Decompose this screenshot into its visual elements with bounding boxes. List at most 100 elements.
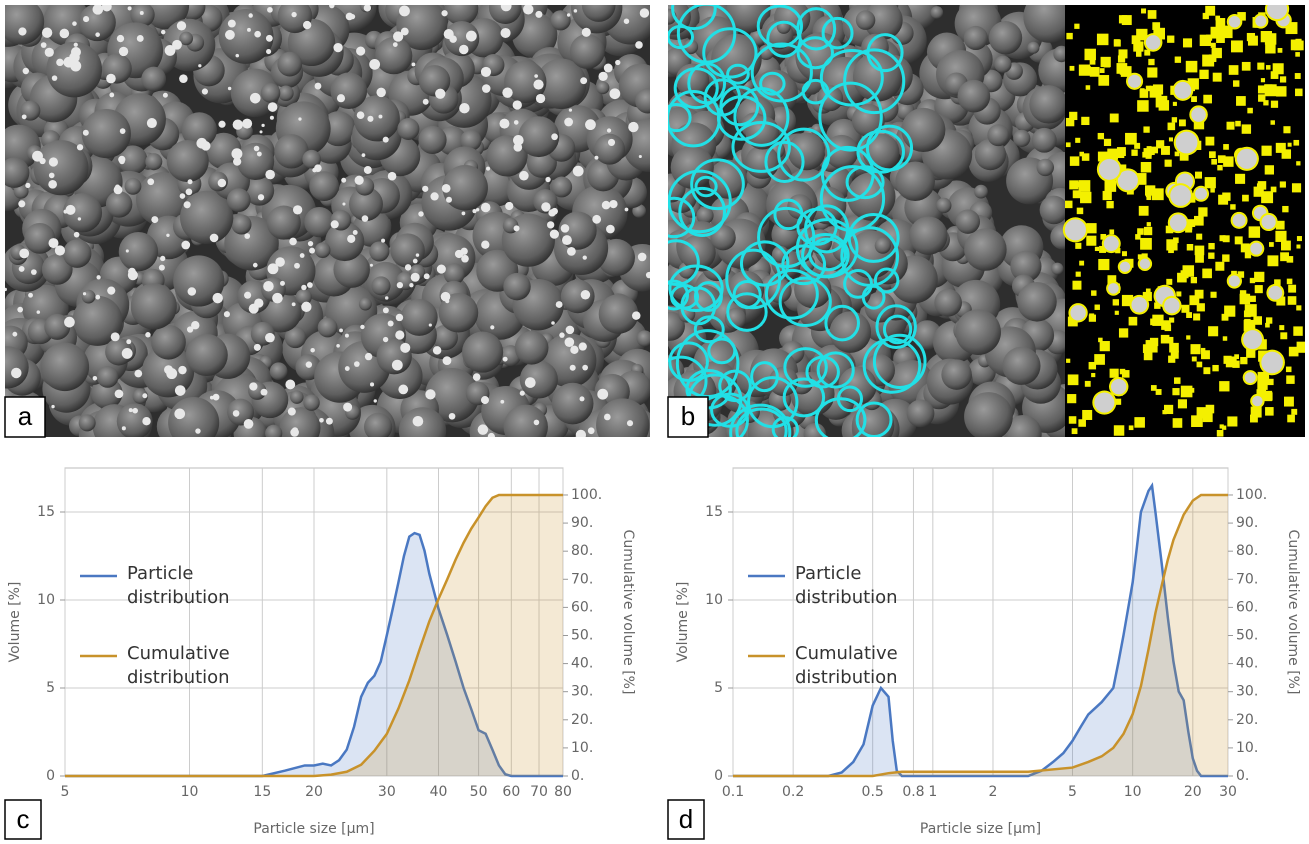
y2-tick-label: 20. (1236, 712, 1258, 728)
satellite (42, 28, 52, 38)
satellite (604, 414, 611, 421)
satellite (569, 109, 572, 112)
satellite (354, 361, 360, 367)
particle (596, 398, 649, 451)
satellite (418, 211, 423, 216)
satellite (201, 141, 210, 150)
satellite (627, 420, 633, 426)
satellite-mask (1211, 159, 1217, 165)
satellite (481, 203, 491, 213)
satellite (488, 433, 495, 440)
satellite (523, 4, 533, 14)
satellite (1128, 75, 1141, 88)
y-tick-label: 10 (37, 592, 55, 608)
y-tick-label: 15 (37, 504, 55, 520)
satellite-mask (1141, 162, 1151, 172)
satellite (608, 139, 615, 146)
particle (596, 81, 609, 94)
satellite-mask (1192, 357, 1197, 362)
satellite-mask (1233, 80, 1239, 86)
satellite (604, 64, 613, 73)
satellite-mask (1291, 409, 1297, 415)
x-tick-label: 40 (430, 784, 448, 800)
satellite (93, 4, 104, 15)
satellite-mask (1235, 121, 1241, 127)
satellite (275, 257, 285, 267)
satellite (248, 13, 252, 17)
satellite-mask (1070, 156, 1079, 165)
satellite-mask (1095, 305, 1100, 310)
satellite-mask (1066, 359, 1070, 363)
satellite-mask (1271, 120, 1275, 124)
satellite (639, 155, 642, 158)
satellite-mask (1144, 227, 1152, 235)
satellite (565, 337, 575, 347)
satellite (503, 357, 508, 362)
y2-tick-label: 10. (571, 740, 593, 756)
satellite (393, 31, 403, 41)
satellite-mask (1288, 285, 1296, 293)
legend-label: Cumulative distribution (127, 642, 272, 690)
satellite (307, 282, 313, 288)
satellite-mask (1172, 117, 1177, 122)
satellite-mask (1137, 228, 1144, 235)
satellite-mask (1232, 361, 1239, 368)
satellite-mask (1266, 317, 1272, 323)
y2-tick-label: 70. (1236, 571, 1258, 587)
satellite-mask (1278, 48, 1283, 53)
satellite (268, 102, 278, 112)
satellite (1108, 283, 1119, 294)
satellite (423, 99, 429, 105)
satellite-mask (1110, 114, 1119, 123)
satellite (632, 311, 641, 320)
satellite (289, 238, 297, 246)
satellite-mask (1191, 96, 1197, 102)
satellite-mask (1223, 29, 1232, 38)
satellite-mask (1223, 144, 1229, 150)
particle (637, 330, 653, 346)
satellite (198, 64, 201, 67)
satellite-mask (1114, 40, 1121, 47)
satellite (225, 30, 235, 40)
y-tick-label: 0 (46, 768, 55, 784)
x-tick-label: 0.5 (862, 784, 884, 800)
particle (0, 157, 29, 187)
satellite-mask (1172, 388, 1179, 395)
satellite (490, 325, 494, 329)
satellite (595, 156, 599, 160)
satellite (606, 225, 615, 234)
satellite-mask (1110, 369, 1119, 378)
satellite-mask (1147, 67, 1157, 77)
satellite (261, 124, 264, 127)
satellite (126, 249, 129, 252)
satellite (172, 40, 182, 50)
satellite (18, 27, 26, 35)
satellite (333, 43, 342, 52)
satellite (253, 263, 258, 268)
legend-label: Cumulative distribution (795, 642, 940, 690)
particle (418, 126, 446, 154)
satellite-mask (1181, 386, 1193, 398)
particle (931, 6, 944, 19)
satellite (615, 60, 620, 65)
particle (125, 178, 142, 195)
particle (290, 390, 304, 404)
satellite (400, 343, 410, 353)
satellite (244, 233, 250, 239)
particle (1051, 263, 1063, 275)
satellite-mask (1231, 40, 1243, 52)
satellite-mask (1203, 95, 1212, 104)
satellite-mask (1125, 133, 1137, 145)
particle (318, 318, 338, 338)
satellite (309, 248, 315, 254)
satellite-mask (1220, 235, 1226, 241)
satellite (72, 21, 77, 26)
satellite-mask (1173, 418, 1183, 428)
satellite-mask (1074, 24, 1079, 29)
satellite (74, 232, 80, 238)
satellite (430, 192, 438, 200)
satellite-mask (1145, 185, 1155, 195)
particle (261, 83, 281, 103)
satellite (118, 156, 125, 163)
satellite (547, 221, 554, 228)
